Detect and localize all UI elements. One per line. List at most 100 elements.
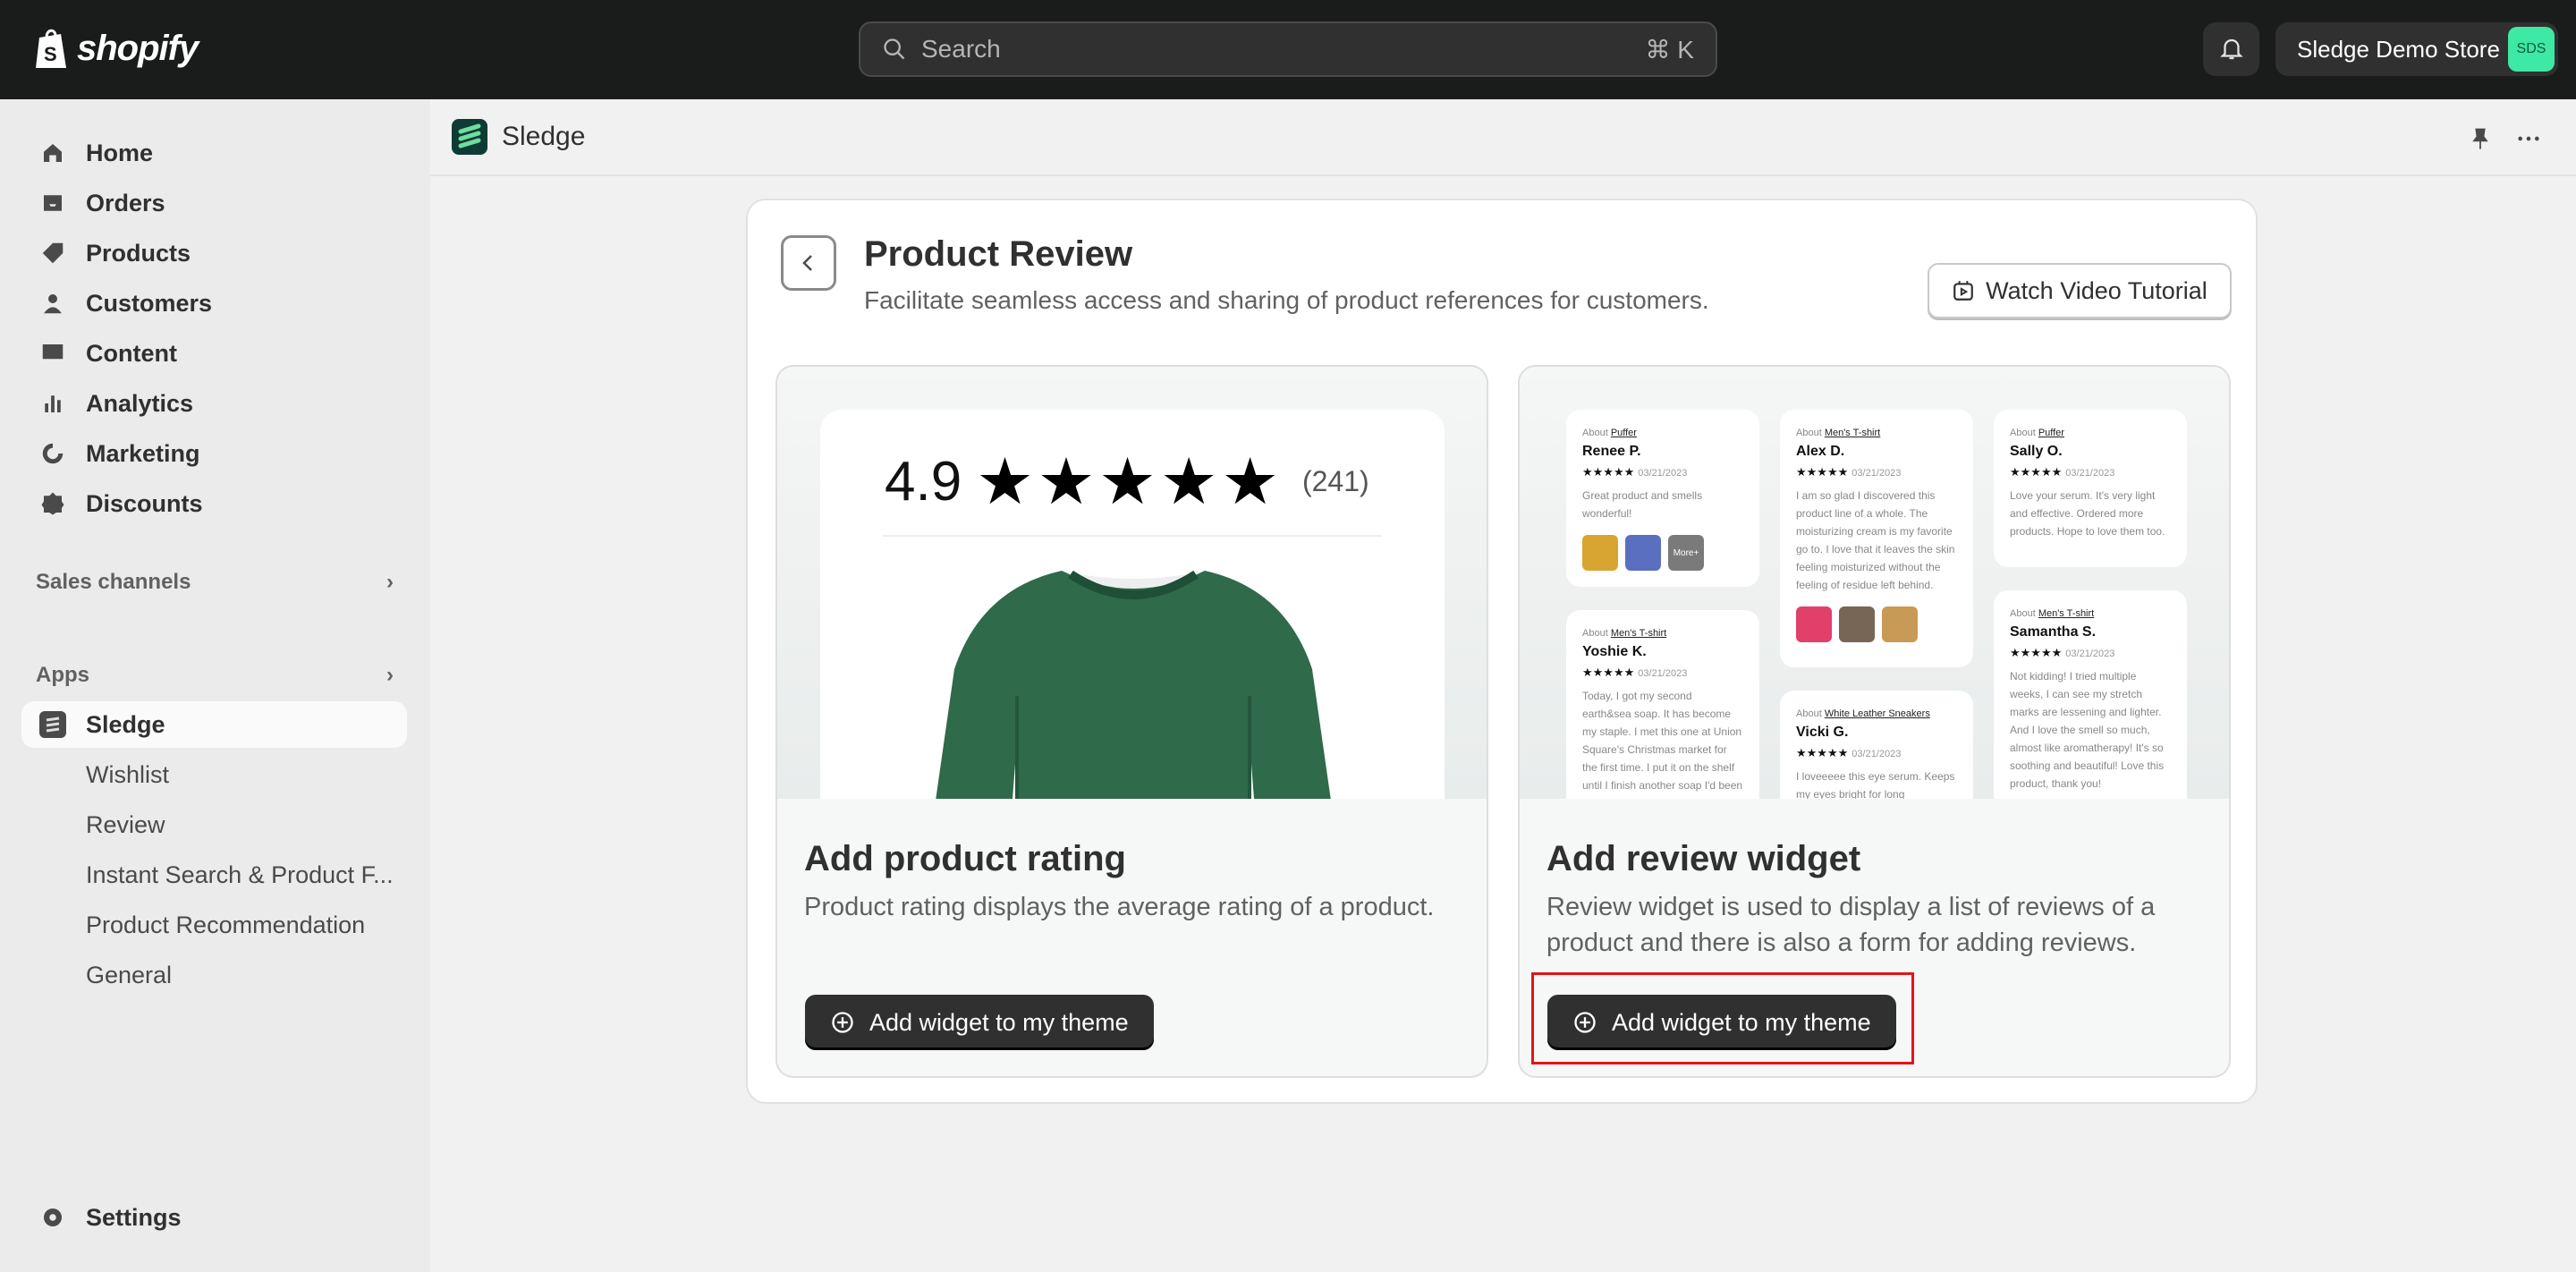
inbox-icon — [38, 188, 68, 218]
star-icon: ★ — [1159, 446, 1218, 518]
reviewer-name: Alex D. — [1796, 444, 1845, 459]
review-product-link: Puffer — [1610, 428, 1637, 438]
sidebar-item-settings[interactable]: Settings — [21, 1194, 407, 1241]
store-avatar: SDS — [2508, 27, 2555, 72]
review-card: About Men's T-shirt Samantha S. ★★★★★ 03/… — [1994, 590, 2187, 799]
gear-icon — [38, 1202, 68, 1233]
review-widget-preview: About Puffer Renee P. ★★★★★ 03/21/2023 Gr… — [1520, 367, 2229, 799]
apps-header[interactable]: Apps › — [36, 663, 394, 688]
star-icon: ★ — [1037, 446, 1096, 518]
sidebar-item-label: Sledge — [86, 710, 165, 738]
star-icon: ★ — [976, 446, 1034, 518]
sidebar-item-label: Orders — [86, 189, 165, 216]
sidebar-item-content[interactable]: Content — [21, 330, 407, 377]
sidebar-item-sledge[interactable]: Sledge — [21, 701, 407, 748]
sales-channels-header[interactable]: Sales channels › — [36, 570, 394, 595]
app-title: Sledge — [502, 122, 586, 151]
sweater-image — [936, 570, 1331, 799]
reviewer-name: Vicki G. — [1796, 725, 1849, 740]
page-title: Product Review — [864, 234, 1133, 274]
divider — [883, 535, 1382, 537]
rating-value: 4.9 — [885, 450, 962, 513]
sidebar-subitem-wishlist[interactable]: Wishlist — [86, 761, 169, 788]
target-icon — [38, 438, 68, 469]
more-photos-label: More+ — [1673, 547, 1699, 558]
sidebar-subitem-general[interactable]: General — [86, 962, 173, 988]
option-title: Add product rating — [804, 839, 1126, 878]
review-stars: ★★★★★ 03/21/2023 — [1796, 465, 1902, 479]
button-label: Add widget to my theme — [869, 1008, 1129, 1036]
sidebar-item-discounts[interactable]: Discounts — [21, 480, 407, 527]
watch-video-tutorial-button[interactable]: Watch Video Tutorial — [1928, 263, 2232, 318]
sidebar-item-home[interactable]: Home — [21, 130, 407, 176]
sledge-app-icon — [38, 709, 68, 740]
back-button[interactable] — [781, 235, 836, 291]
discount-icon — [38, 488, 68, 519]
product-review-card: Product Review Facilitate seamless acces… — [746, 199, 2258, 1104]
review-product-link: White Leather Sneakers — [1824, 708, 1930, 719]
option-description: Review widget is used to display a list … — [1546, 893, 2156, 957]
chevron-right-icon: › — [386, 663, 394, 687]
more-options-icon[interactable] — [2514, 126, 2543, 151]
watch-button-label: Watch Video Tutorial — [1986, 276, 2207, 304]
review-body: I loveeeee this eye serum. Keeps my eyes… — [1796, 770, 1955, 799]
shopify-logo[interactable]: S shopify — [34, 27, 199, 70]
review-photo — [1839, 606, 1875, 642]
review-photo — [1582, 535, 1618, 571]
add-review-widget-button[interactable]: Add widget to my theme — [1547, 995, 1896, 1050]
rating-count: (241) — [1301, 464, 1369, 497]
review-stars: ★★★★★ 03/21/2023 — [2010, 646, 2115, 659]
sidebar-item-analytics[interactable]: Analytics — [21, 380, 407, 427]
svg-text:S: S — [44, 43, 57, 65]
add-product-rating-widget-button[interactable]: Add widget to my theme — [805, 995, 1154, 1050]
reviewer-name: Samantha S. — [2010, 624, 2097, 640]
product-rating-preview: 4.9 ★ ★ ★ ★ ★ (241) — [777, 367, 1487, 799]
review-date: 03/21/2023 — [1852, 468, 1902, 479]
home-icon — [38, 138, 68, 168]
sidebar-subitem-instant-search[interactable]: Instant Search & Product F... — [86, 861, 394, 888]
plus-circle-icon — [1574, 1012, 1596, 1033]
review-photo — [1796, 606, 1832, 642]
sidebar-item-marketing[interactable]: Marketing — [21, 430, 407, 477]
pin-icon[interactable] — [2468, 126, 2493, 151]
store-name: Sledge Demo Store — [2297, 35, 2500, 63]
bell-icon — [2219, 38, 2243, 60]
review-product-link: Men's T-shirt — [1824, 428, 1881, 438]
star-icon: ★ — [1098, 446, 1157, 518]
review-card: About White Leather Sneakers Vicki G. ★★… — [1780, 691, 1973, 799]
apps-label: Apps — [36, 663, 89, 687]
review-widget-option: About Puffer Renee P. ★★★★★ 03/21/2023 Gr… — [1518, 365, 2231, 1078]
sidebar-item-label: Content — [86, 339, 177, 367]
sidebar-subitem-product-recommendation[interactable]: Product Recommendation — [86, 912, 366, 938]
review-product-link: Men's T-shirt — [1610, 628, 1667, 639]
review-about: About Men's T-shirt — [2010, 608, 2095, 619]
sidebar-item-customers[interactable]: Customers — [21, 280, 407, 326]
person-icon — [38, 288, 68, 318]
sidebar: Sales channels › Apps › Sledge Wishlist Re… — [0, 99, 430, 1272]
sidebar-item-label: Products — [86, 239, 191, 267]
sidebar-item-orders[interactable]: Orders — [21, 180, 407, 226]
store-menu-button[interactable]: Sledge Demo Store SDS — [2275, 22, 2558, 76]
top-bar: S shopify Search ⌘ K Sledge Demo Store S… — [0, 0, 2576, 99]
sidebar-item-products[interactable]: Products — [21, 230, 407, 276]
review-card: About Men's T-shirt Alex D. ★★★★★ 03/21/2… — [1780, 410, 1973, 667]
notifications-button[interactable] — [2203, 22, 2259, 76]
sledge-logo-icon — [452, 119, 487, 155]
review-body: Not kidding! I tried multiple weeks, I c… — [2010, 670, 2165, 790]
logo-text: shopify — [77, 28, 199, 68]
review-stars: ★★★★★ 03/21/2023 — [1796, 746, 1902, 759]
review-date: 03/21/2023 — [2065, 649, 2115, 659]
review-about: About Men's T-shirt — [1582, 628, 1667, 639]
review-date: 03/21/2023 — [1852, 749, 1902, 759]
sidebar-item-label: Customers — [86, 289, 213, 317]
sidebar-item-label: Settings — [86, 1203, 182, 1231]
reviewer-name: Renee P. — [1582, 444, 1641, 459]
search-input[interactable]: Search ⌘ K — [859, 21, 1717, 77]
tag-icon — [38, 238, 68, 268]
review-photo — [1625, 535, 1661, 571]
sidebar-subitem-review[interactable]: Review — [86, 811, 165, 838]
sidebar-item-label: Marketing — [86, 439, 200, 467]
reviewer-name: Sally O. — [2010, 444, 2063, 459]
review-date: 03/21/2023 — [2065, 468, 2115, 479]
option-description: Product rating displays the average rati… — [804, 893, 1435, 921]
